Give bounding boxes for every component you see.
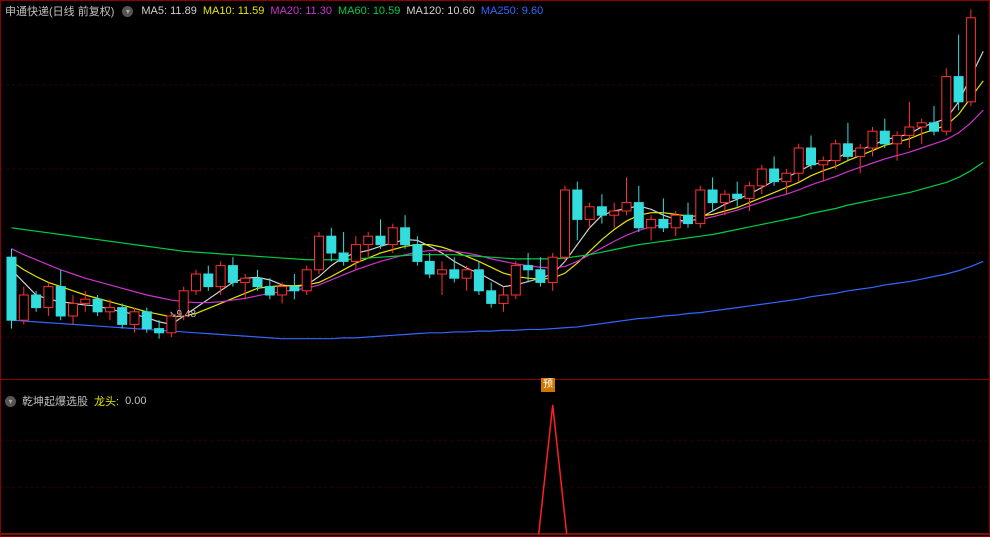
indicator-name: 乾坤起爆选股	[22, 393, 88, 409]
ma-legend-item: MA60: 10.59	[338, 5, 400, 17]
ma-legend-item: MA250: 9.60	[481, 5, 543, 17]
forecast-marker: 预	[541, 378, 555, 392]
indicator-chart[interactable]	[1, 393, 989, 536]
chart-container: 申通快递(日线 前复权) ▾ MA5: 11.89 MA10: 11.59 MA20…	[0, 0, 990, 537]
panel-divider[interactable]	[1, 379, 989, 380]
indicator-title-bar: ▾ 乾坤起爆选股 龙头: 0.00	[5, 393, 146, 409]
ma-legend-item: MA5: 11.89	[141, 5, 196, 17]
chevron-down-icon[interactable]: ▾	[5, 396, 16, 407]
chevron-down-icon[interactable]: ▾	[122, 6, 133, 17]
ma-legend-item: MA20: 11.30	[270, 5, 332, 17]
ma-legend-item: MA120: 10.60	[406, 5, 475, 17]
title-bar: 申通快递(日线 前复权) ▾ MA5: 11.89 MA10: 11.59 MA20…	[5, 3, 549, 19]
indicator-value: 0.00	[125, 395, 146, 407]
ma-legend: MA5: 11.89 MA10: 11.59 MA20: 11.30 MA60: 10…	[141, 5, 549, 17]
stock-title: 申通快递(日线 前复权)	[5, 3, 114, 19]
ma-legend-item: MA10: 11.59	[203, 5, 265, 17]
indicator-series-label: 龙头:	[94, 393, 119, 409]
low-price-annotation: ↘9.48	[169, 309, 196, 320]
candlestick-chart[interactable]	[1, 1, 989, 379]
